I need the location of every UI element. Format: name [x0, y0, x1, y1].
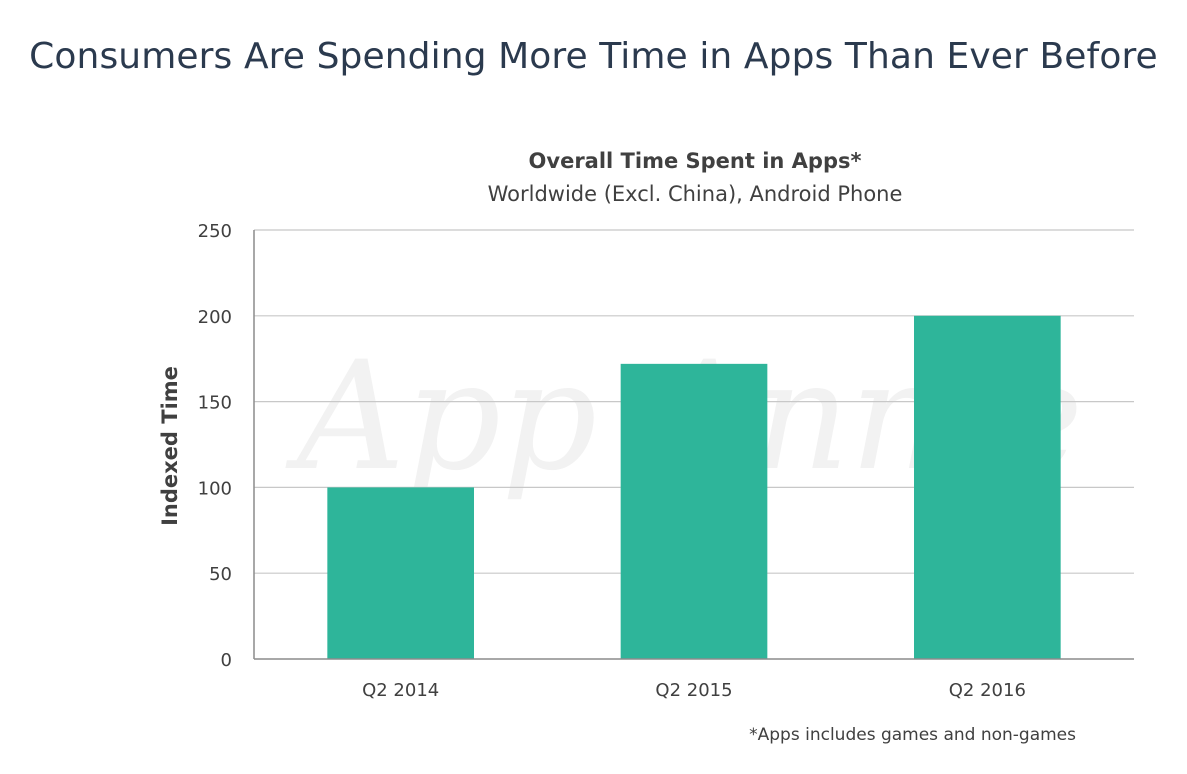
x-tick-labels: Q2 2014 Q2 2015 Q2 2016: [362, 680, 1026, 701]
y-tick-label: 50: [209, 564, 232, 585]
page-title: Consumers Are Spending More Time in Apps…: [29, 36, 1158, 77]
chart-title: Overall Time Spent in Apps*: [529, 149, 862, 173]
y-tick-label: 150: [198, 393, 232, 414]
chart-subtitle: Worldwide (Excl. China), Android Phone: [488, 182, 903, 206]
y-tick-labels: 0 50 100 150 200 250: [198, 221, 232, 671]
bar-q2-2015: [620, 363, 768, 659]
y-tick-label: 0: [221, 650, 232, 671]
x-tick-label: Q2 2015: [655, 680, 732, 701]
footnote: *Apps includes games and non-games: [749, 725, 1076, 745]
y-axis-label: Indexed Time: [158, 366, 182, 526]
bars: [327, 315, 1061, 659]
x-tick-label: Q2 2014: [362, 680, 439, 701]
y-tick-label: 100: [198, 478, 232, 499]
x-tick-label: Q2 2016: [949, 680, 1026, 701]
axes: [253, 230, 1134, 660]
y-tick-label: 200: [198, 307, 232, 328]
y-tick-label: 250: [198, 221, 232, 242]
bar-q2-2016: [914, 315, 1061, 659]
bar-q2-2014: [327, 487, 474, 659]
